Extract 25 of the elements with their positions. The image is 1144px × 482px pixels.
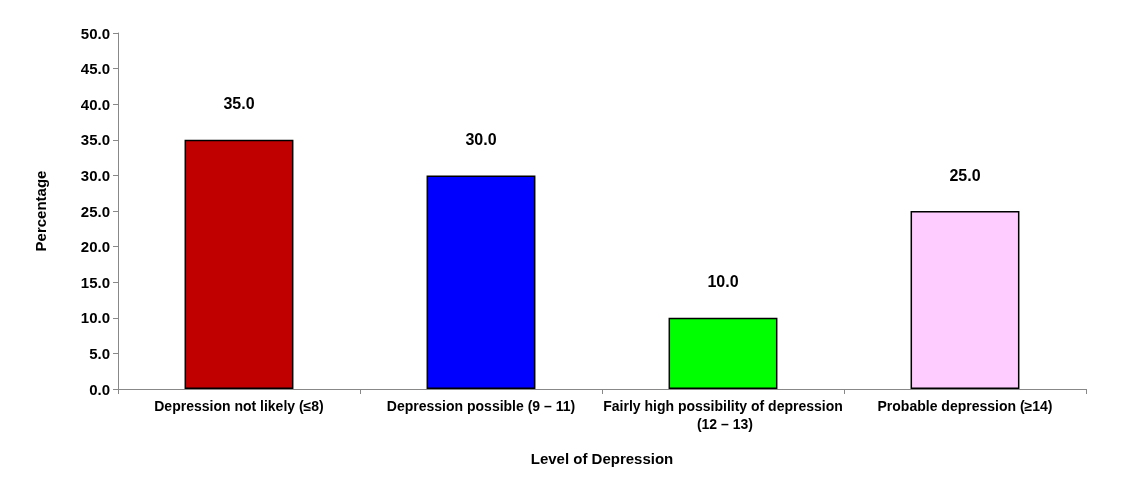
y-tick-label: 5.0 bbox=[89, 344, 110, 362]
x-tick-label: Fairly high possibility of depression (12 – 13) bbox=[603, 398, 843, 432]
data-label: 35.0 bbox=[223, 95, 255, 113]
y-tick-label: 10.0 bbox=[80, 309, 110, 327]
bar bbox=[426, 175, 536, 389]
y-tick-label: 50.0 bbox=[80, 24, 110, 42]
y-tick-label: 0.0 bbox=[89, 380, 110, 398]
x-tick-label: Depression not likely (≤8) bbox=[154, 398, 324, 414]
bar bbox=[668, 317, 778, 389]
data-label: 25.0 bbox=[949, 166, 981, 184]
bar bbox=[910, 211, 1020, 389]
x-tick-label: Depression possible (9 – 11) bbox=[386, 398, 576, 414]
y-tick-label: 30.0 bbox=[80, 166, 110, 184]
data-label: 10.0 bbox=[707, 273, 739, 291]
y-axis-title: Percentage bbox=[32, 170, 49, 252]
x-tick-label: Probable depression (≥14) bbox=[877, 398, 1053, 414]
y-tick-label: 15.0 bbox=[80, 273, 110, 291]
bar bbox=[184, 139, 294, 389]
y-tick-label: 25.0 bbox=[80, 202, 110, 220]
y-tick-label: 45.0 bbox=[80, 60, 110, 78]
y-tick-label: 35.0 bbox=[80, 131, 110, 149]
data-label: 30.0 bbox=[465, 130, 497, 148]
y-tick-label: 40.0 bbox=[80, 95, 110, 113]
y-tick-label: 20.0 bbox=[80, 238, 110, 256]
x-axis-title: Level of Depression bbox=[530, 450, 674, 467]
